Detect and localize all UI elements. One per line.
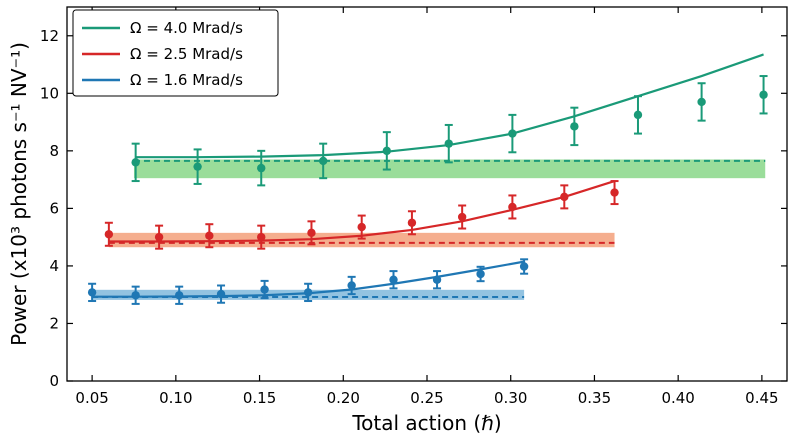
marker [697, 97, 706, 107]
data-point-series-1-0 [104, 221, 114, 247]
marker [257, 232, 266, 242]
marker [104, 230, 114, 239]
data-point-series-0-0 [131, 142, 140, 183]
baselines-layer [92, 159, 766, 298]
marker [519, 262, 529, 271]
marker [633, 110, 643, 120]
data-point-series-0-9 [697, 82, 706, 122]
x-tick-label: 0.10 [159, 389, 192, 407]
y-tick-label: 0 [49, 372, 59, 390]
x-tick-label: 0.45 [745, 389, 778, 407]
marker [257, 163, 266, 173]
marker [347, 281, 356, 290]
marker [560, 192, 569, 202]
y-tick-label: 8 [49, 142, 59, 160]
marker [131, 291, 140, 300]
marker [357, 222, 366, 232]
data-point-series-2-10 [519, 258, 529, 275]
data-point-series-1-3 [257, 224, 266, 250]
legend-label-1: Ω = 2.5 Mrad/s [130, 45, 243, 63]
marker [87, 288, 97, 297]
x-tick-label: 0.30 [494, 389, 527, 407]
marker [174, 291, 184, 300]
data-point-series-0-4 [382, 131, 392, 171]
points-layer [87, 75, 768, 305]
marker [205, 231, 214, 240]
legend-label-2: Ω = 1.6 Mrad/s [130, 71, 243, 89]
marker [303, 288, 313, 297]
legend: Ω = 4.0 Mrad/s Ω = 2.5 Mrad/s Ω = 1.6 Mrad… [72, 9, 279, 97]
data-point-series-1-5 [357, 214, 366, 240]
x-tick-label: 0.05 [75, 389, 108, 407]
marker [216, 289, 226, 299]
marker [610, 188, 619, 197]
marker [382, 146, 392, 156]
x-tick-label: 0.20 [327, 389, 360, 407]
marker [307, 228, 316, 238]
x-tick-label: 0.40 [661, 389, 694, 407]
marker [389, 275, 398, 284]
marker [444, 139, 453, 148]
marker [476, 269, 485, 279]
marker [759, 90, 768, 99]
x-tick-label: 0.15 [243, 389, 276, 407]
data-point-series-0-1 [193, 148, 202, 185]
y-ticks: 0 2 4 6 8 10 12 [40, 27, 787, 390]
marker [570, 122, 579, 131]
marker [260, 285, 269, 294]
data-point-series-0-10 [759, 75, 768, 115]
data-point-series-2-6 [347, 275, 356, 296]
marker [457, 212, 467, 222]
x-ticks: 0.05 0.10 0.15 0.20 0.25 0.30 0.35 0.40 0.45 [75, 7, 779, 407]
x-tick-label: 0.35 [578, 389, 611, 407]
legend-label-0: Ω = 4.0 Mrad/s [130, 19, 243, 37]
band-series-1 [108, 232, 615, 248]
data-point-series-0-7 [570, 106, 579, 147]
data-point-series-2-5 [303, 282, 313, 303]
data-point-series-2-0 [87, 282, 97, 303]
data-point-series-1-2 [205, 223, 214, 249]
marker [407, 218, 417, 227]
data-point-series-1-9 [560, 184, 569, 210]
data-point-series-0-3 [318, 142, 328, 180]
data-point-series-1-4 [307, 220, 316, 246]
data-point-series-1-6 [407, 210, 417, 236]
data-point-series-1-1 [154, 224, 164, 250]
data-point-series-2-1 [131, 285, 140, 305]
y-tick-label: 12 [40, 27, 59, 45]
marker [131, 158, 140, 167]
data-point-series-2-2 [174, 285, 184, 305]
y-tick-label: 4 [49, 257, 59, 275]
data-point-series-2-9 [476, 265, 485, 283]
data-point-series-0-5 [444, 123, 453, 164]
legend-box [72, 9, 279, 97]
marker [318, 156, 328, 166]
data-point-series-2-7 [389, 270, 398, 290]
data-point-series-0-8 [633, 95, 643, 135]
y-tick-label: 10 [40, 84, 59, 102]
marker [508, 129, 517, 138]
data-point-series-1-10 [610, 180, 619, 206]
marker [432, 275, 442, 284]
marker [193, 162, 202, 171]
data-point-series-1-7 [457, 204, 467, 230]
y-tick-label: 2 [49, 314, 59, 332]
y-axis-label: Power (x10³ photons s⁻¹ NV⁻¹) [7, 42, 31, 346]
data-point-series-2-3 [216, 284, 226, 304]
data-point-series-2-8 [432, 270, 442, 290]
marker [154, 232, 164, 242]
band-series-0 [133, 159, 766, 179]
x-tick-label: 0.25 [410, 389, 443, 407]
data-point-series-1-8 [508, 194, 517, 220]
data-point-series-0-2 [257, 149, 266, 187]
y-tick-label: 6 [49, 199, 59, 217]
data-point-series-0-6 [508, 113, 517, 154]
x-axis-label: Total action (ℏ) [351, 411, 501, 435]
marker [508, 202, 517, 212]
data-point-series-2-4 [260, 279, 269, 300]
